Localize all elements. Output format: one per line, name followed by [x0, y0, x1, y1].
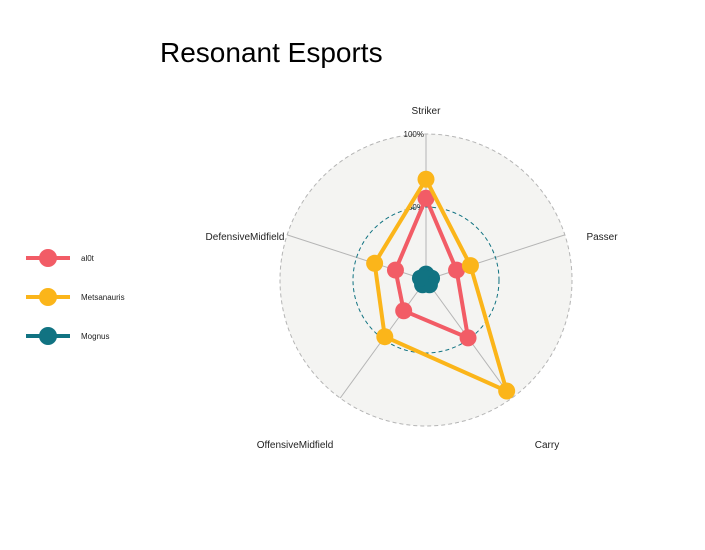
data-point [459, 329, 477, 347]
data-point [376, 328, 394, 346]
data-point [448, 261, 466, 279]
legend-label: al0t [81, 254, 95, 263]
data-point [386, 261, 404, 279]
legend-item: Metsanauris [26, 288, 125, 306]
data-point [366, 254, 384, 272]
chart-title: Resonant Esports [160, 37, 383, 68]
axis-label: OffensiveMidfield [257, 440, 334, 451]
legend: al0t Metsanauris Mognus [26, 249, 125, 345]
series-line [372, 177, 509, 394]
axis-label: Striker [412, 106, 442, 117]
axis-label: Carry [535, 440, 559, 451]
axis-label: Passer [586, 232, 618, 243]
series-layer [366, 170, 516, 400]
data-point [411, 269, 429, 287]
data-point [417, 170, 435, 188]
legend-marker [39, 288, 57, 306]
legend-marker [39, 327, 57, 345]
series-line [393, 196, 471, 340]
data-point [461, 257, 479, 275]
data-point [417, 189, 435, 207]
tick-label: 100% [404, 130, 424, 139]
axis-label: DefensiveMidfield [206, 232, 285, 243]
legend-item: al0t [26, 249, 95, 267]
legend-label: Mognus [81, 332, 109, 341]
legend-label: Metsanauris [81, 293, 125, 302]
radar-grid: 0%50%100%StrikerPasserCarryOffensiveMidf… [206, 106, 619, 451]
legend-marker [39, 249, 57, 267]
legend-item: Mognus [26, 327, 109, 345]
data-point [498, 382, 516, 400]
data-point [395, 302, 413, 320]
tick-label: 50% [408, 203, 424, 212]
